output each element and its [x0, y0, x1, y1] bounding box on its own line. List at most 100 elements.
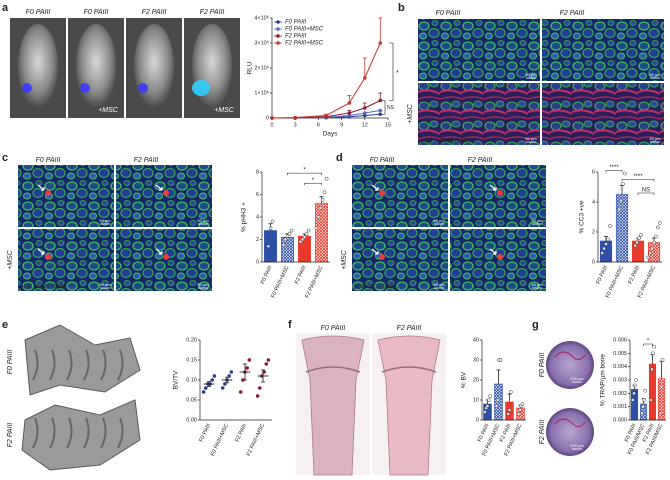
bar — [281, 236, 294, 263]
image-label: F0 PAIII — [321, 325, 346, 332]
panel-letter: c — [2, 152, 8, 164]
scale-label: 50 µm — [99, 218, 111, 223]
micrograph — [418, 83, 540, 145]
data-point — [283, 237, 288, 242]
bar — [648, 363, 657, 421]
y-tick-label: 0.006 — [613, 337, 627, 343]
sig-label: **** — [609, 165, 619, 171]
data-point — [485, 404, 490, 408]
data-point — [483, 410, 487, 414]
y-tick-label: 20 — [473, 377, 479, 383]
stain-spot — [379, 254, 385, 260]
data-point — [210, 378, 215, 382]
data-point — [606, 237, 610, 242]
stain-spot — [497, 254, 503, 260]
micrograph — [450, 165, 546, 227]
stain-label: α-SMA — [435, 139, 453, 145]
y-tick-label: 2×10⁶ — [254, 64, 269, 71]
sig-bracket — [643, 343, 653, 346]
scale-label: 50 µm — [525, 72, 537, 77]
stain-label: DAPI — [51, 285, 65, 291]
data-point — [266, 358, 271, 362]
data-point — [619, 198, 623, 203]
image-label: +MSC — [407, 103, 414, 124]
growth-plate — [305, 366, 361, 373]
x-tick-label: 0 — [270, 122, 273, 128]
stain-spot — [163, 190, 169, 196]
image-label: F0 PAIII — [84, 9, 109, 16]
data-point — [637, 236, 641, 240]
trap-stain — [554, 351, 586, 361]
data-point — [517, 408, 522, 412]
y-tick-label: 0.00 — [186, 417, 197, 423]
trap-image — [546, 341, 594, 389]
x-tick-label: 6 — [317, 122, 320, 128]
micrograph — [116, 165, 212, 227]
data-point — [507, 408, 512, 412]
data-point — [304, 232, 309, 236]
data-point — [659, 384, 664, 389]
series-point — [293, 115, 298, 120]
trap-image — [546, 408, 594, 456]
data-point — [600, 251, 605, 255]
scale-label: 50 µm — [525, 136, 537, 141]
arrow — [155, 248, 163, 255]
bone-render — [24, 324, 141, 396]
x-tick-label: F0 PAIII+MSC — [605, 265, 625, 299]
image-label: F2 PAIII — [142, 9, 167, 16]
stain-label: pHH3 — [33, 285, 50, 291]
data-point — [648, 251, 653, 255]
bar — [494, 383, 503, 421]
y-tick-label: 6 — [256, 192, 259, 198]
data-point — [640, 411, 644, 416]
tumor-signal — [192, 80, 210, 96]
bar — [615, 194, 629, 263]
data-point — [632, 391, 636, 396]
y-axis-label: % pHH3 + — [241, 202, 248, 232]
image-label: F2 PAIII — [134, 157, 159, 164]
mouse-body — [134, 24, 174, 108]
arrow — [371, 184, 379, 191]
data-point — [212, 374, 217, 378]
trabecula — [49, 349, 56, 381]
micrograph — [450, 229, 546, 291]
series-line — [271, 42, 381, 119]
data-point — [320, 198, 325, 202]
image-label: F2 PAIII — [7, 423, 14, 448]
micrograph — [352, 165, 448, 227]
bone-render — [21, 399, 141, 471]
data-point — [298, 239, 303, 244]
image-label: F0 PAIII — [7, 350, 14, 375]
arrow — [37, 184, 45, 191]
data-point — [268, 226, 273, 231]
bar — [315, 203, 328, 263]
y-tick-label: 2 — [592, 229, 595, 235]
growth-plate — [381, 366, 437, 373]
data-point — [516, 412, 521, 416]
y-axis-label: RLU — [247, 61, 254, 74]
data-point — [324, 176, 329, 181]
tumor-signal — [80, 83, 90, 93]
image-label: +MSC — [214, 107, 235, 114]
y-tick-label: 0.20 — [186, 337, 197, 343]
panel-letter: e — [2, 319, 8, 331]
y-axis-label: BV/TV — [173, 370, 180, 389]
sig-label: * — [303, 168, 306, 174]
data-point — [486, 398, 491, 402]
data-point — [247, 358, 252, 362]
bone-section — [377, 335, 441, 476]
scale-label: 50 µm — [649, 72, 661, 77]
y-tick-label: 0.05 — [186, 397, 197, 403]
data-point — [617, 207, 621, 212]
trabecula — [100, 349, 107, 381]
scale-label: 50 µm — [531, 218, 543, 223]
y-tick-label: 0 — [266, 115, 269, 121]
x-tick-label: F0 PAIII — [198, 423, 212, 444]
data-point — [314, 226, 319, 231]
y-axis-label: % TRAP/µm bone — [600, 354, 607, 406]
data-point — [227, 374, 232, 378]
data-point — [266, 244, 271, 249]
stain-spot — [497, 190, 503, 196]
image-label: +MSC — [98, 107, 119, 114]
legend-label: F2 PAIII — [285, 34, 307, 40]
